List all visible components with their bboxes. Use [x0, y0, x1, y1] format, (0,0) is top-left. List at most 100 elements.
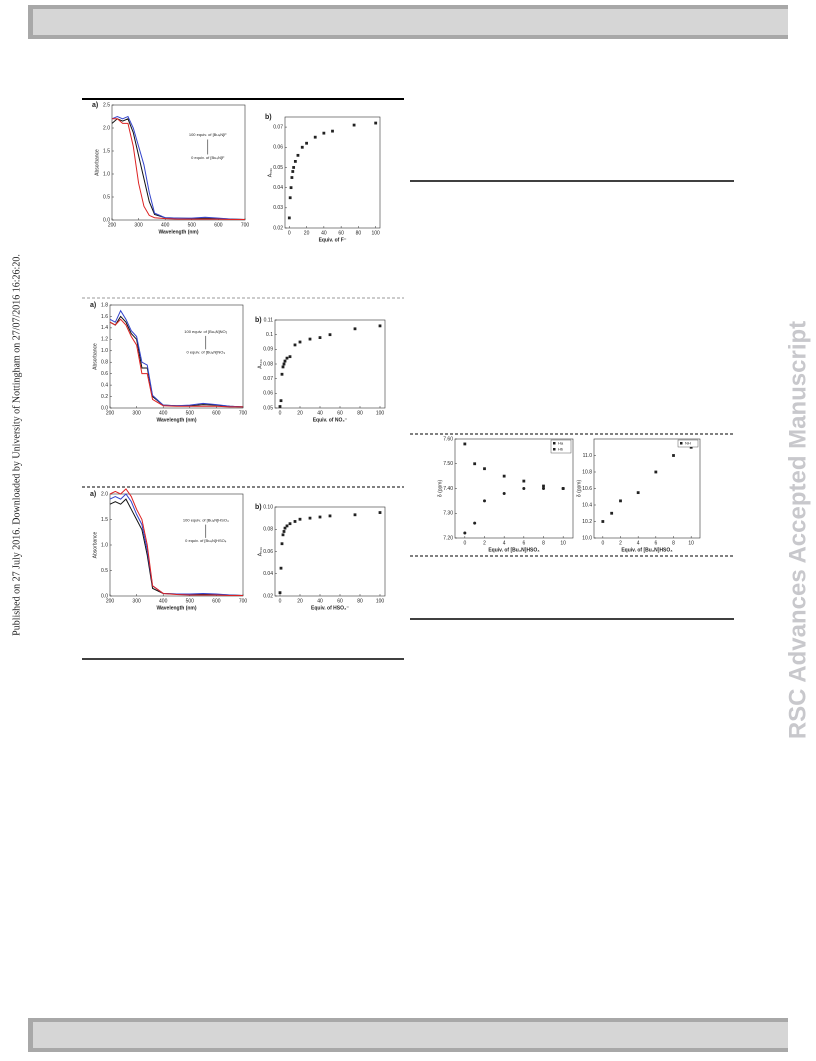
- data-point: [280, 542, 284, 546]
- y-tick-label: 0.0: [103, 217, 110, 223]
- x-tick-label: 500: [188, 222, 197, 228]
- data-point: [378, 511, 382, 514]
- data-point: [283, 359, 287, 363]
- x-tick-label: 40: [317, 410, 323, 416]
- spectrum-line: [111, 115, 246, 221]
- y-tick-label: 10.4: [582, 502, 592, 508]
- spectrum-line: [109, 488, 243, 596]
- data-point: [279, 566, 283, 570]
- y-tick-label: 1.5: [101, 517, 108, 523]
- data-point: [305, 141, 308, 145]
- x-tick-label: 60: [337, 598, 343, 604]
- x-tick-label: 4: [503, 540, 506, 546]
- data-point: [654, 470, 658, 474]
- x-tick-label: 8: [542, 540, 545, 546]
- x-tick-label: 80: [357, 598, 363, 604]
- data-point: [689, 445, 693, 449]
- annotation: 0 equiv. of [Bu₄N]HSO₄: [185, 538, 227, 543]
- x-tick-label: 100: [376, 598, 385, 604]
- data-point: [318, 336, 322, 339]
- x-tick-label: 200: [106, 598, 115, 604]
- data-point: [378, 324, 382, 328]
- y-tick-label: 0.06: [273, 145, 283, 151]
- spectrum-line: [109, 493, 244, 596]
- y-tick-label: 1.6: [101, 314, 108, 320]
- x-tick-label: 300: [132, 410, 141, 416]
- plot-frame: [454, 438, 574, 539]
- data-point: [282, 362, 286, 366]
- x-tick-label: 700: [241, 222, 250, 228]
- data-point: [287, 216, 291, 220]
- data-point: [601, 520, 605, 523]
- data-point: [281, 365, 285, 369]
- data-point: [672, 454, 675, 457]
- plot-frame: [109, 493, 244, 597]
- data-point: [293, 343, 297, 347]
- x-tick-label: 700: [239, 598, 248, 604]
- data-point: [353, 327, 357, 331]
- plot-frame: [274, 506, 386, 597]
- x-tick-label: 80: [356, 230, 362, 236]
- data-point: [353, 513, 357, 517]
- x-tick-label: 400: [159, 598, 168, 604]
- download-notice: Published on 27 July 2016. Downloaded by…: [11, 254, 22, 636]
- legend-box: [550, 439, 572, 454]
- panel-label: b): [255, 504, 262, 511]
- x-tick-label: 200: [106, 410, 115, 416]
- x-tick-label: 6: [522, 540, 525, 546]
- y-tick-label: 10.2: [582, 519, 592, 525]
- y-tick-label: 11.0: [583, 453, 593, 459]
- legend-box: [677, 439, 699, 448]
- spectrum-line: [111, 118, 246, 221]
- y-tick-label: 0.6: [101, 371, 108, 377]
- x-axis-label: Equiv. of [Bu₄N]HSO₄: [488, 547, 540, 553]
- y-tick-label: 0.1: [266, 332, 273, 338]
- y-tick-label: 0.09: [263, 347, 273, 353]
- annotation: 0 equiv. of [Bu₄N]NO₃: [186, 349, 225, 354]
- y-axis-label: Absorbance: [92, 531, 98, 558]
- data-point: [313, 135, 317, 139]
- legend-swatch: [680, 442, 683, 445]
- legend-label: NH: [685, 440, 691, 445]
- data-point: [463, 442, 467, 446]
- data-point: [502, 474, 506, 478]
- panel-label: a): [90, 491, 96, 498]
- data-point: [522, 479, 526, 483]
- y-tick-label: 0.07: [273, 124, 283, 130]
- x-axis-label: Equiv. of HSO₄⁻: [311, 605, 349, 611]
- y-tick-label: 7.50: [443, 461, 453, 467]
- y-axis-label: A₅₃₀: [257, 359, 263, 368]
- data-point: [542, 484, 545, 488]
- watermark: RSC Advances Accepted Manuscript: [784, 321, 811, 739]
- y-tick-label: 1.0: [103, 171, 110, 177]
- plot-frame: [593, 438, 701, 539]
- data-point: [322, 131, 326, 135]
- legend-label: Ha: [558, 440, 564, 445]
- y-tick-label: 1.4: [101, 325, 108, 331]
- y-tick-label: 0.0: [101, 405, 108, 411]
- x-tick-label: 0: [601, 540, 604, 546]
- y-tick-label: 0.06: [263, 549, 273, 555]
- data-point: [292, 166, 296, 169]
- data-point: [285, 356, 289, 360]
- data-point: [473, 521, 477, 525]
- y-tick-label: 0.03: [273, 205, 283, 211]
- y-tick-label: 7.40: [443, 486, 453, 492]
- y-tick-label: 2.5: [103, 102, 110, 108]
- data-point: [483, 499, 486, 503]
- y-tick-label: 0.2: [101, 394, 108, 400]
- y-tick-label: 0.06: [263, 391, 273, 397]
- y-tick-label: 1.0: [101, 348, 108, 354]
- annotation: 100 equiv. of [Bu₄N]F: [189, 132, 227, 137]
- panel-label: a): [92, 102, 98, 109]
- data-point: [289, 186, 293, 190]
- x-axis-label: Equiv. of NO₃⁻: [313, 417, 348, 423]
- y-axis-label: Absorbance: [92, 343, 98, 370]
- x-tick-label: 20: [297, 410, 303, 416]
- spectrum-line: [109, 309, 244, 408]
- x-tick-label: 4: [637, 540, 640, 546]
- data-point: [283, 526, 287, 530]
- y-axis-label: A₅₉₀: [267, 168, 273, 177]
- data-point: [328, 514, 332, 518]
- y-tick-label: 10.8: [582, 469, 592, 475]
